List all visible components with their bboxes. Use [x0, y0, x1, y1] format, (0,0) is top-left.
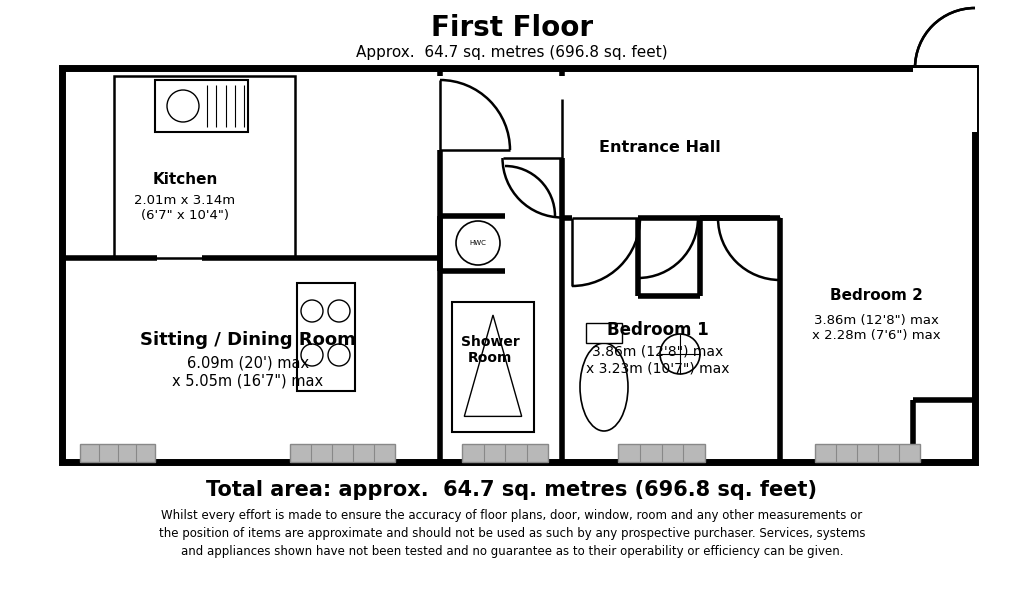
Text: HWC: HWC — [470, 240, 486, 246]
Text: Entrance Hall: Entrance Hall — [599, 140, 721, 156]
Circle shape — [456, 221, 500, 265]
Circle shape — [301, 344, 323, 366]
Circle shape — [301, 300, 323, 322]
Bar — [155, 80, 248, 132]
Text: Bedroom 1: Bedroom 1 — [607, 321, 709, 339]
Text: Approx.  64.7 sq. metres (696.8 sq. feet): Approx. 64.7 sq. metres (696.8 sq. feet) — [356, 44, 668, 60]
Text: 6.09m (20') max
x 5.05m (16'7") max: 6.09m (20') max x 5.05m (16'7") max — [172, 356, 324, 388]
Bar — [913, 68, 977, 132]
Text: Sitting / Dining Room: Sitting / Dining Room — [140, 331, 356, 349]
Polygon shape — [464, 315, 521, 416]
Text: 3.86m (12'8") max
x 2.28m (7'6") max: 3.86m (12'8") max x 2.28m (7'6") max — [812, 314, 940, 342]
Bar — [297, 283, 355, 391]
Text: 2.01m x 3.14m
(6'7" x 10'4"): 2.01m x 3.14m (6'7" x 10'4") — [134, 194, 236, 222]
Bar — [452, 302, 534, 432]
Text: Total area: approx.  64.7 sq. metres (696.8 sq. feet): Total area: approx. 64.7 sq. metres (696… — [207, 480, 817, 500]
Text: Whilst every effort is made to ensure the accuracy of floor plans, door, window,: Whilst every effort is made to ensure th… — [159, 510, 865, 558]
Text: Shower
Room: Shower Room — [461, 335, 519, 365]
Bar — [815, 444, 920, 462]
Bar — [586, 323, 622, 343]
Text: 3.86m (12'8") max
x 3.23m (10'7") max: 3.86m (12'8") max x 3.23m (10'7") max — [587, 345, 730, 375]
Text: Kitchen: Kitchen — [153, 172, 218, 188]
Bar — [462, 444, 548, 462]
Bar — [62, 68, 975, 462]
Circle shape — [167, 90, 199, 122]
Text: Bedroom 2: Bedroom 2 — [829, 288, 923, 303]
Circle shape — [660, 334, 700, 374]
Ellipse shape — [580, 343, 628, 431]
Circle shape — [328, 300, 350, 322]
Bar — [290, 444, 395, 462]
Bar — [114, 76, 295, 258]
Circle shape — [328, 344, 350, 366]
Bar — [618, 444, 705, 462]
Text: First Floor: First Floor — [431, 14, 593, 42]
Bar — [80, 444, 155, 462]
